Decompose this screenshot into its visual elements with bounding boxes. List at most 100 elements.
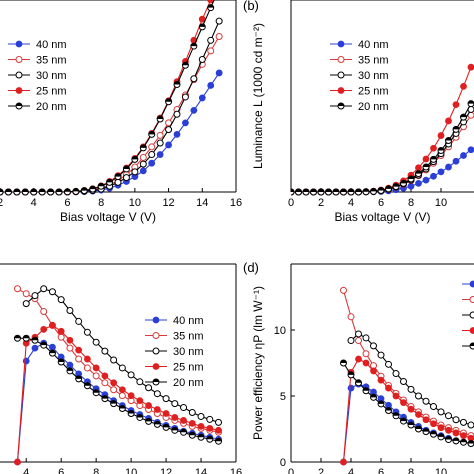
data-point [385, 384, 392, 392]
marker-half-fill [115, 173, 121, 177]
data-point [452, 125, 460, 133]
data-point [437, 147, 445, 155]
series-30-nm [22, 285, 223, 426]
marker-half-fill [468, 440, 474, 444]
marker-half-fill [340, 360, 347, 363]
marker-half-fill [84, 382, 91, 386]
marker-half-fill [408, 175, 414, 179]
data-point [377, 400, 385, 408]
series-40-nm [14, 339, 222, 466]
data-point [460, 432, 467, 440]
data-point [392, 370, 400, 378]
marker-half-fill [123, 165, 130, 169]
data-point [110, 386, 118, 394]
series-35-nm [340, 286, 474, 440]
series-30-nm [347, 330, 474, 429]
legend-marker [469, 311, 474, 319]
data-point [181, 61, 189, 69]
marker-half-fill [291, 189, 294, 192]
data-point [377, 376, 385, 384]
data-point [198, 56, 206, 64]
data-point [422, 155, 430, 163]
data-point [84, 355, 91, 363]
legend-marker [152, 378, 160, 386]
data-point [48, 288, 56, 296]
data-point [415, 411, 422, 418]
data-point [190, 75, 198, 83]
data-point [460, 418, 467, 426]
data-point [437, 168, 445, 176]
data-point [31, 292, 39, 300]
marker-half-fill [56, 189, 62, 192]
x-tick-label: 6 [378, 467, 384, 474]
marker-half-fill [385, 407, 392, 411]
data-point [40, 285, 48, 293]
data-point [173, 110, 181, 118]
data-point [467, 440, 474, 448]
data-point [215, 437, 223, 445]
marker-half-fill [119, 405, 126, 409]
data-point [347, 313, 355, 321]
x-tick-label: 4 [348, 467, 354, 474]
marker-half-fill [348, 371, 354, 375]
data-point [347, 384, 355, 392]
series-20-nm [340, 359, 474, 448]
data-point [4, 188, 12, 196]
data-point [460, 113, 467, 121]
data-point [452, 101, 460, 109]
data-point [40, 308, 48, 316]
marker-half-fill [75, 375, 82, 379]
series-20-nm [13, 334, 223, 445]
data-point [422, 428, 430, 436]
data-point [377, 351, 385, 359]
data-point [22, 290, 30, 298]
data-point [148, 159, 156, 167]
data-point [97, 182, 105, 190]
data-point [83, 364, 91, 372]
data-point [437, 132, 445, 139]
data-point [422, 416, 430, 424]
data-point [171, 400, 179, 408]
data-point [362, 188, 370, 196]
legend-label: 20 nm [36, 101, 67, 113]
data-point [197, 433, 205, 441]
marker-half-fill [363, 387, 369, 391]
data-point [467, 421, 474, 429]
data-point [355, 355, 362, 363]
data-point [31, 336, 39, 344]
marker-half-fill [47, 189, 54, 192]
data-point [153, 420, 161, 428]
data-point [291, 188, 295, 196]
marker-half-fill [49, 350, 56, 354]
data-point [407, 421, 415, 429]
marker-half-fill [140, 144, 147, 148]
legend-label: 20 nm [358, 101, 389, 113]
data-point [188, 431, 196, 439]
marker-half-fill [22, 189, 29, 192]
marker-half-fill [101, 395, 108, 399]
x-tick-label: 6 [64, 197, 70, 209]
data-point [197, 412, 205, 420]
y-tick-label: 5 [280, 391, 286, 403]
x-tick-label: 8 [98, 197, 104, 209]
marker-half-fill [58, 359, 65, 363]
marker-half-fill [423, 164, 429, 168]
marker-half-fill [303, 189, 309, 192]
data-point [215, 17, 223, 25]
series-20-nm [291, 100, 474, 196]
data-point [13, 188, 21, 196]
x-tick-label: 2 [318, 467, 324, 474]
data-point [332, 188, 340, 196]
y-axis-label: Power efficiency ηP (lm W⁻¹) [251, 286, 265, 440]
data-point [110, 400, 118, 408]
data-point [92, 389, 100, 397]
data-point [370, 393, 377, 401]
legend-label: 30 nm [358, 70, 389, 82]
data-point [122, 165, 130, 173]
marker-half-fill [340, 189, 347, 192]
data-point [415, 425, 422, 433]
data-point [445, 412, 452, 420]
data-point [385, 407, 392, 415]
legend-marker [15, 71, 23, 79]
data-point [215, 32, 223, 40]
